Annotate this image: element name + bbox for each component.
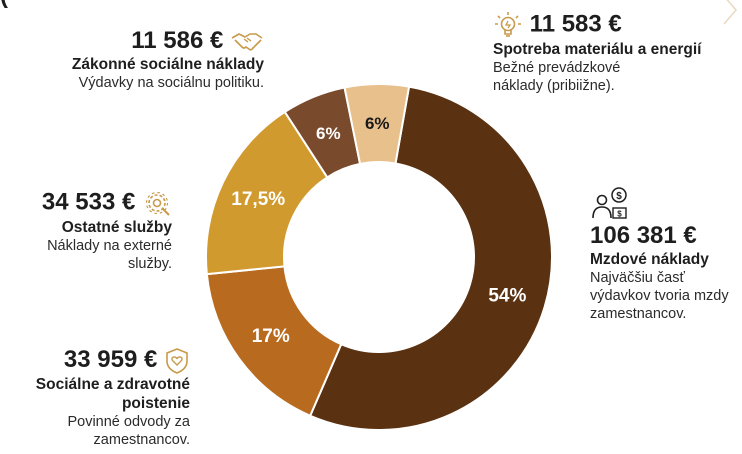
handshake-icon (231, 32, 263, 51)
item-poistenie: 33 959 € Sociálne a zdravotné poistenie … (14, 346, 190, 449)
desc-zakonne-socialne: Výdavky na sociálnu politiku. (78, 75, 264, 91)
title-mzdove: Mzdové náklady (590, 251, 709, 268)
person-money-icon: $ $ (592, 187, 627, 219)
desc-spotreba: Bežné prevádzkové náklady (pribiižne). (493, 60, 621, 94)
desc-ostatne-sluzby: Náklady na externé služby. (47, 238, 172, 272)
slice-label-mzdove: 54% (488, 286, 526, 307)
slice-label-spotreba: 6% (365, 114, 390, 133)
amount-mzdove: 106 381 € (590, 222, 697, 249)
item-spotreba: 11 583 € Spotreba materiálu a energií Be… (493, 10, 733, 95)
slice-spotreba (343, 83, 411, 166)
slice-mzdove (308, 85, 553, 431)
amount-spotreba: 11 583 € (529, 10, 622, 38)
desc-poistenie: Povinné odvody za zamestnancov. (67, 413, 190, 448)
amount-zakonne-socialne: 11 586 € (131, 27, 224, 54)
title-ostatne-sluzby: Ostatné služby (61, 219, 172, 236)
desc-mzdove: Najväčšiu časť výdavkov tvoria mzdy zame… (590, 270, 729, 322)
amount-poistenie: 33 959 € (63, 346, 158, 373)
item-mzdove: $ $ 106 381 € Mzdové náklady Najväčšiu č… (590, 186, 740, 323)
title-spotreba: Spotreba materiálu a energií (493, 41, 702, 58)
decorative-corner-icon (723, 0, 737, 25)
svg-text:$: $ (616, 191, 622, 202)
svg-text:$: $ (617, 210, 622, 219)
item-ostatne-sluzby: 34 533 € Ostatné služby Náklady na exter… (16, 188, 172, 273)
slice-label-zakonne-socialne: 6% (316, 124, 341, 143)
title-fragment: ( (0, 0, 8, 10)
slice-label-ostatne-sluzby: 17,5% (231, 189, 285, 210)
shield-heart-icon (166, 347, 188, 374)
item-zakonne-socialne: 11 586 € Zákonné sociálne náklady Výdavk… (20, 27, 264, 92)
lightbulb-icon (495, 12, 521, 37)
slice-label-poistenie: 17% (252, 326, 290, 347)
slice-ostatne-sluzby (205, 110, 329, 276)
amount-ostatne-sluzby: 34 533 € (41, 188, 136, 216)
gear-wrench-icon (145, 191, 170, 216)
title-poistenie: Sociálne a zdravotné poistenie (35, 375, 190, 412)
title-zakonne-socialne: Zákonné sociálne náklady (71, 56, 264, 73)
